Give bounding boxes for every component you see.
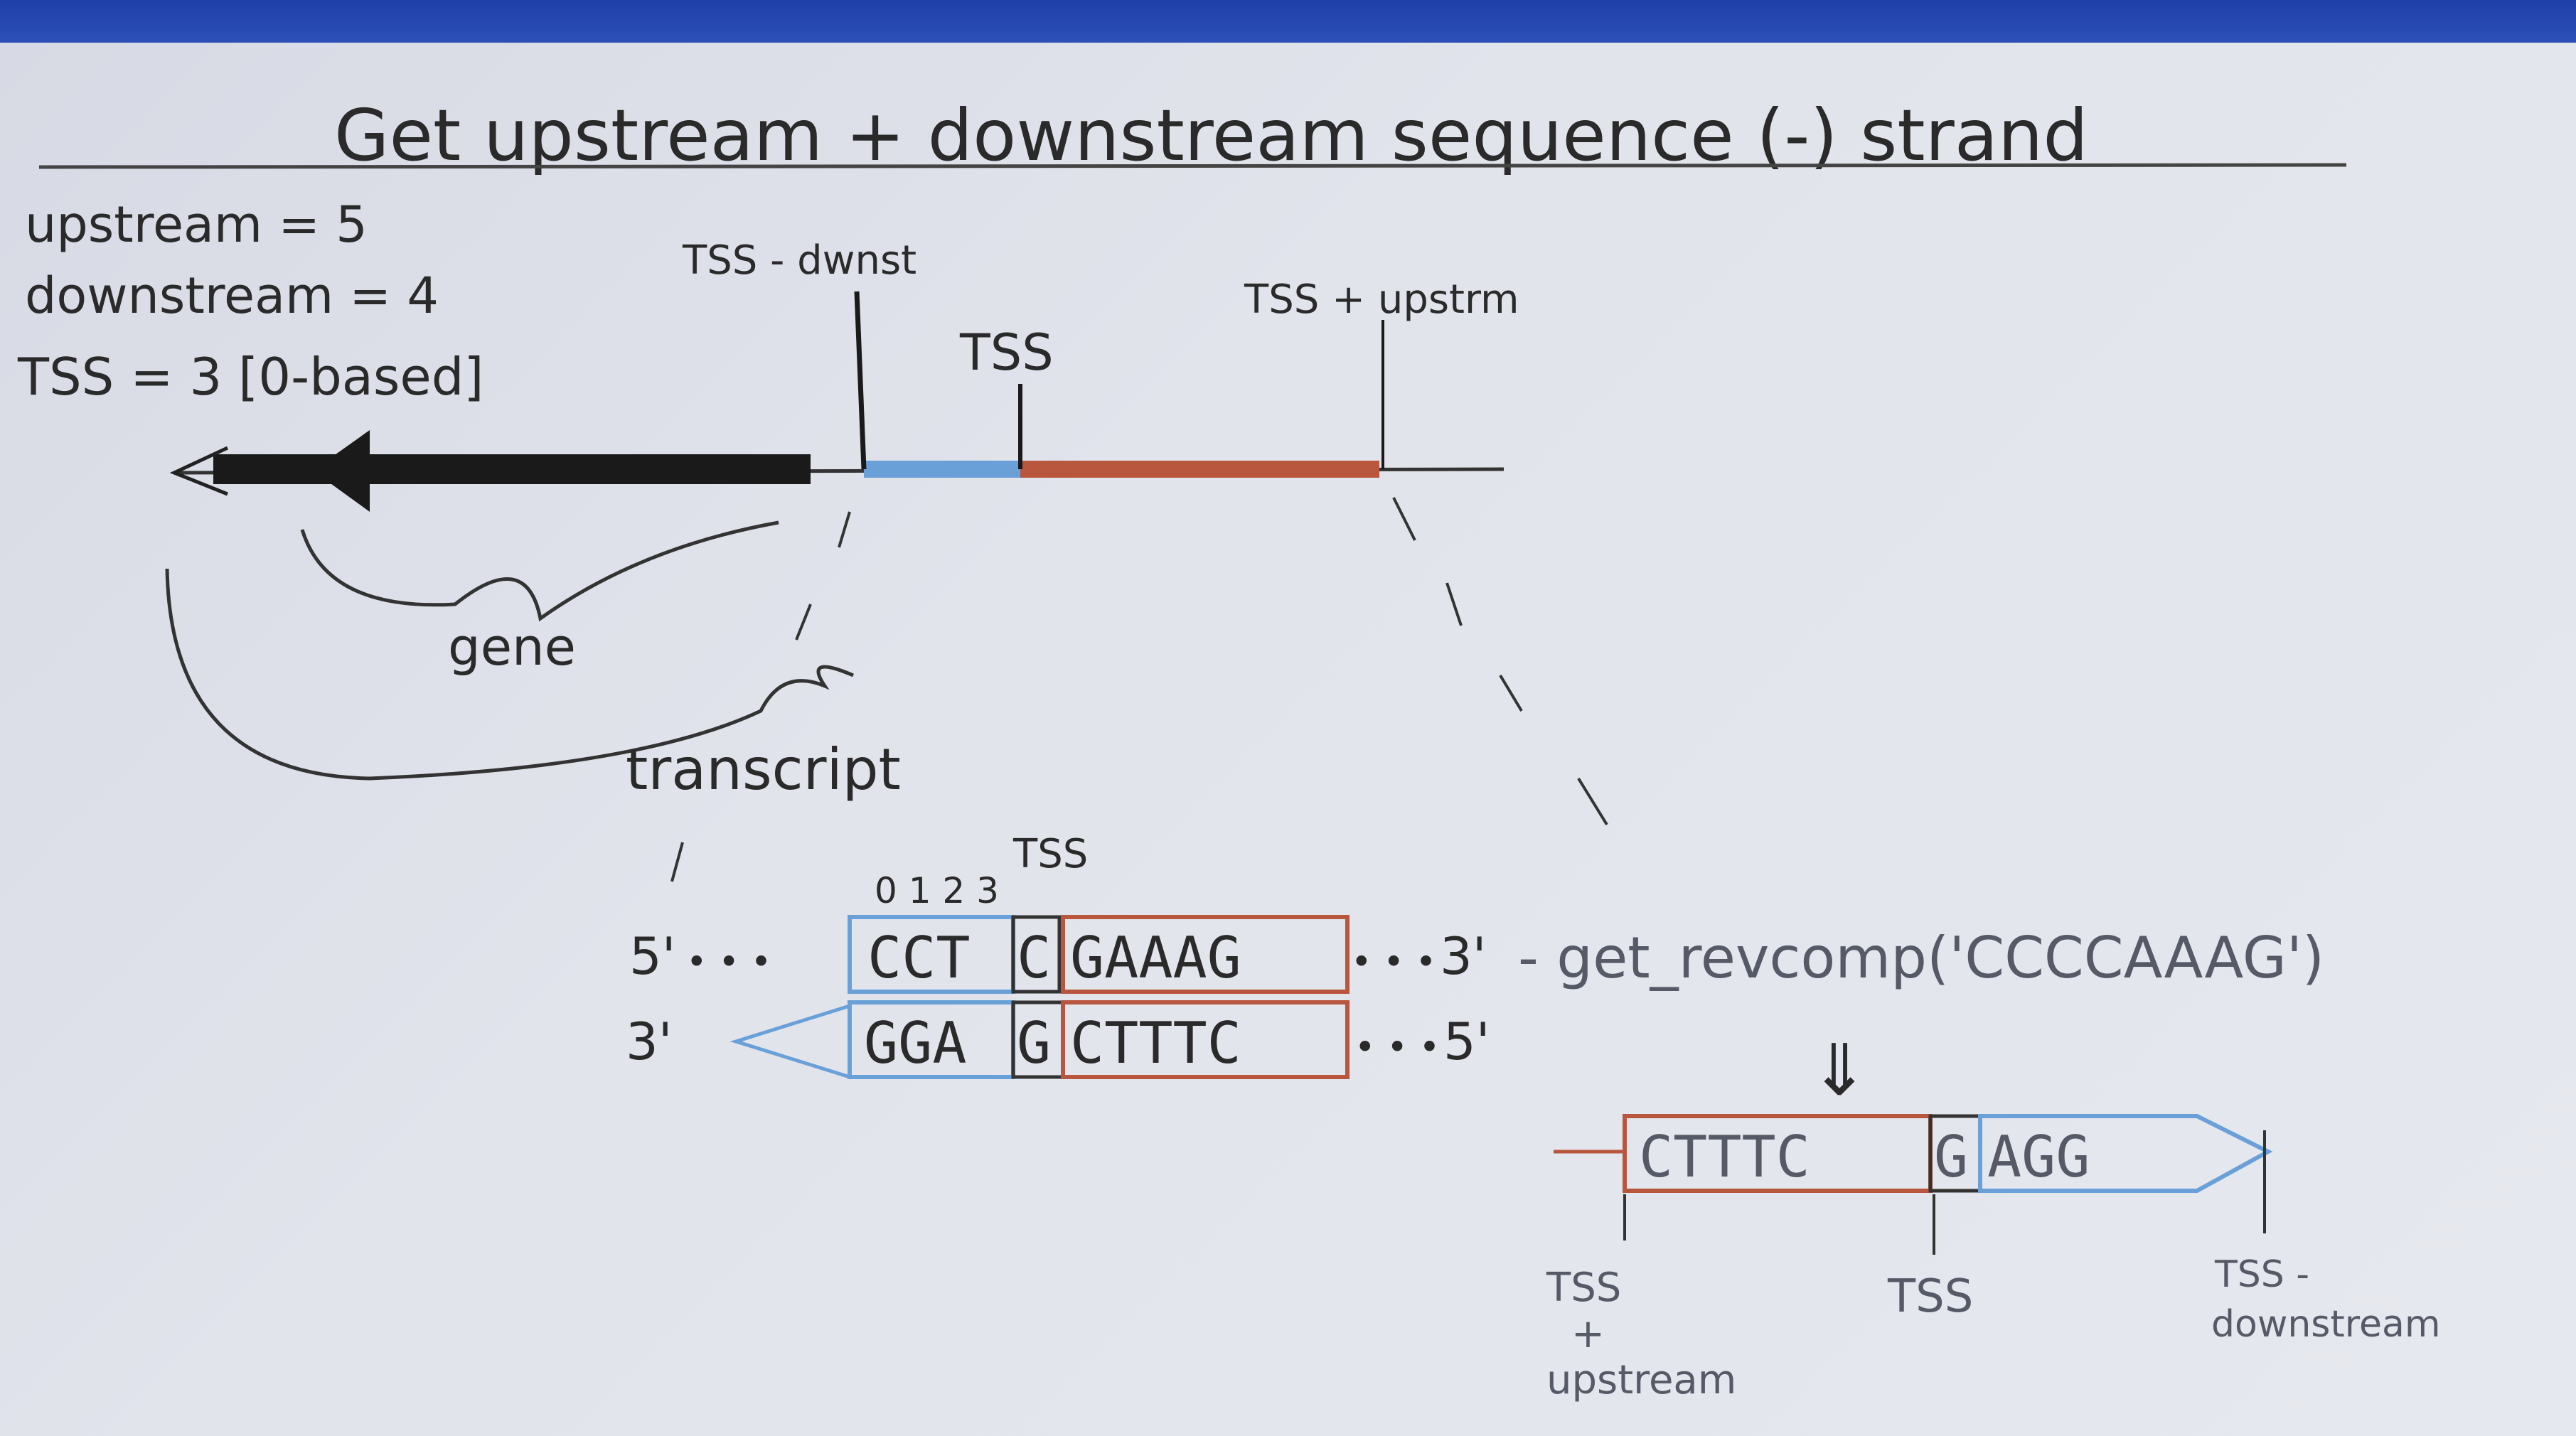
result-label-tss: TSS	[1887, 1270, 1973, 1323]
top-strand-dots-right: • • •	[1351, 941, 1436, 982]
label-transcript: transcript	[626, 736, 901, 803]
bottom-strand-3prime: 3'	[626, 1012, 673, 1071]
index-header: 0 1 2 3	[875, 870, 999, 911]
transcript-brace	[165, 568, 854, 781]
top-strand-dots-left: • • •	[686, 941, 771, 982]
param-upstream: upstream = 5	[25, 195, 368, 254]
label-gene: gene	[448, 617, 576, 677]
top-tss-base: C	[1017, 925, 1051, 991]
bottom-blue-seq: GGA	[864, 1010, 967, 1076]
marker-tss-minus-downstream	[854, 291, 867, 470]
genome-track	[169, 291, 1505, 512]
bottom-blue-arrowhead	[729, 1003, 852, 1080]
label-tss-plus-upstream: TSS + upstrm	[1244, 277, 1519, 323]
bottom-strand-5prime: 5'	[1443, 1012, 1490, 1071]
result-blue-arrow-box	[1978, 1114, 2273, 1193]
top-blue-seq: CCT	[867, 925, 971, 991]
label-tss-minus-downstream: TSS - dwnst	[682, 237, 916, 284]
zoom-line-right-3	[1499, 674, 1523, 712]
param-tss: TSS = 3 [0-based]	[17, 347, 484, 407]
top-strand-5prime: 5'	[629, 926, 676, 986]
top-tss-box	[1011, 915, 1062, 994]
zoom-line-left-3	[670, 842, 684, 882]
page-title: Get upstream + downstream sequence (-) s…	[334, 94, 2088, 177]
zoom-line-right-2	[1445, 582, 1463, 626]
revcomp-result: CTTTC G AGG TSS + upstream TSS TSS - dow…	[1546, 1114, 2441, 1403]
param-downstream: downstream = 4	[25, 267, 439, 325]
paper-edge	[0, 0, 2576, 43]
revcomp-down-arrow: ⇓	[1810, 1029, 1869, 1112]
bottom-red-seq: CTTTC	[1070, 1010, 1241, 1076]
line-left-arrow	[169, 446, 229, 496]
result-label-tss-plus-upstream-1: TSS	[1546, 1265, 1621, 1311]
bottom-red-box	[1061, 1000, 1350, 1079]
label-tss: TSS	[959, 323, 1054, 382]
result-blue-seq: AGG	[1987, 1124, 2090, 1190]
result-label-tss-minus-downstream-2: downstream	[2211, 1303, 2441, 1346]
result-tss-base: G	[1934, 1124, 1968, 1190]
top-strand-3prime: 3'	[1440, 926, 1487, 986]
bottom-strand-dots-right: • • •	[1354, 1027, 1440, 1068]
top-red-seq: GAAAG	[1070, 925, 1241, 991]
zoom-line-left-2	[795, 604, 812, 641]
title-underline	[38, 163, 2347, 169]
zoom-line-right-4	[1577, 777, 1608, 826]
gene-direction-arrowhead	[313, 430, 370, 512]
zoom-line-right-1	[1392, 497, 1416, 541]
zoom-line-left-1	[838, 511, 851, 548]
result-label-tss-minus-downstream-1: TSS -	[2214, 1253, 2309, 1296]
gene-brace	[300, 520, 779, 622]
top-red-box	[1061, 915, 1350, 994]
paper-background	[0, 43, 2576, 1436]
label-tss-above-sequence: TSS	[1012, 831, 1088, 877]
result-label-tss-plus-upstream-2: +	[1571, 1311, 1605, 1357]
result-label-tss-plus-upstream-3: upstream	[1546, 1357, 1736, 1403]
bottom-tss-base: G	[1017, 1010, 1051, 1076]
revcomp-call: - get_revcomp('CCCCAAAG')	[1518, 925, 2324, 991]
double-strand: 5' • • • CCT C GAAAG • • • 3' 3' GGA G C…	[626, 915, 1490, 1080]
result-red-seq: CTTTC	[1639, 1124, 1810, 1190]
